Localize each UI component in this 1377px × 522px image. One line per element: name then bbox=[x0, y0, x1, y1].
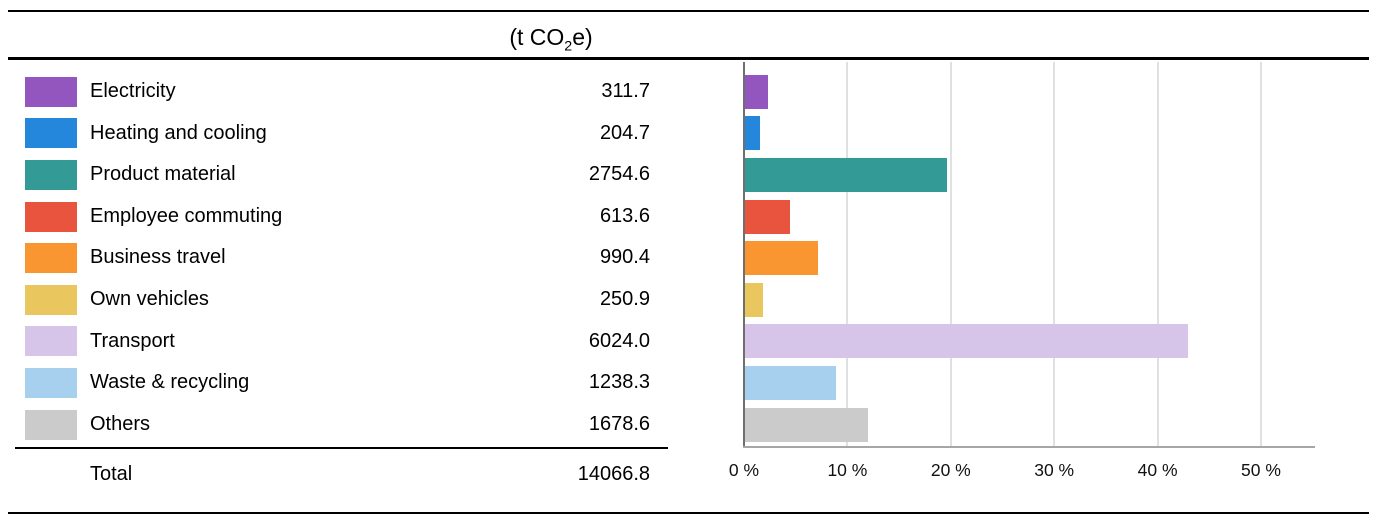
category-value: 2754.6 bbox=[588, 163, 650, 186]
category-label: Employee commuting bbox=[90, 204, 283, 227]
category-value: 613.6 bbox=[599, 204, 650, 227]
x-axis-tick-label: 50 % bbox=[1241, 460, 1281, 480]
table-row: Heating and cooling 204.7 bbox=[0, 113, 690, 155]
category-value: 990.4 bbox=[599, 246, 650, 269]
table-row: Own vehicles 250.9 bbox=[0, 279, 690, 321]
table-row: Product material 2754.6 bbox=[0, 154, 690, 196]
table-row: Electricity 311.7 bbox=[0, 71, 690, 113]
legend-color-swatch bbox=[25, 76, 77, 107]
bar-own-vehicles bbox=[745, 282, 764, 317]
y-axis-line bbox=[743, 62, 745, 447]
category-value: 6024.0 bbox=[588, 329, 650, 352]
table-row: Employee commuting 613.6 bbox=[0, 196, 690, 238]
category-value: 250.9 bbox=[599, 288, 650, 310]
legend-color-swatch bbox=[25, 284, 77, 315]
legend-color-swatch bbox=[25, 326, 77, 357]
bar-electricity bbox=[745, 74, 768, 109]
category-value: 1678.6 bbox=[588, 412, 650, 435]
bar-heating-and-cooling bbox=[745, 116, 761, 151]
category-label: Product material bbox=[90, 163, 236, 186]
x-axis-tick-label: 20 % bbox=[930, 460, 971, 480]
category-label: Waste & recycling bbox=[90, 371, 250, 394]
category-label: Electricity bbox=[90, 80, 176, 102]
gridline bbox=[1260, 62, 1262, 447]
table-row: Others 1678.6 bbox=[0, 404, 690, 446]
gridline bbox=[1053, 62, 1056, 447]
bar-others bbox=[745, 407, 869, 442]
bottom-border-line bbox=[8, 512, 1369, 514]
x-axis-tick-label: 30 % bbox=[1034, 460, 1075, 480]
category-label: Transport bbox=[90, 329, 175, 352]
x-axis-baseline bbox=[743, 446, 1315, 448]
legend-color-swatch bbox=[25, 367, 77, 398]
category-rows: Electricity 311.7 Heating and cooling 204.7… bbox=[0, 71, 690, 446]
bar-waste-recycling bbox=[745, 366, 837, 400]
table-row: Waste & recycling 1238.3 bbox=[0, 362, 690, 404]
legend-color-swatch bbox=[25, 409, 77, 440]
category-value: 1238.3 bbox=[588, 371, 650, 394]
unit-header-subscript: 2 bbox=[564, 38, 573, 55]
gridline bbox=[949, 62, 952, 447]
unit-header: (t CO2e) bbox=[421, 21, 681, 55]
legend-color-swatch bbox=[25, 201, 77, 232]
gridline bbox=[1156, 62, 1159, 447]
legend-color-swatch bbox=[25, 118, 77, 149]
category-label: Own vehicles bbox=[90, 288, 209, 310]
bar-transport bbox=[745, 324, 1188, 359]
table-row: Transport 6024.0 bbox=[0, 321, 690, 363]
gridline bbox=[846, 62, 849, 447]
unit-header-prefix: (t CO bbox=[509, 24, 565, 50]
total-row: Total 14066.8 bbox=[0, 451, 690, 497]
category-value: 204.7 bbox=[599, 121, 650, 144]
x-axis-tick-label: 40 % bbox=[1137, 460, 1178, 480]
table-row: Business travel 990.4 bbox=[0, 237, 690, 279]
category-label: Heating and cooling bbox=[90, 121, 267, 144]
bar-employee-commuting bbox=[745, 199, 791, 234]
bar-product-material bbox=[745, 158, 948, 192]
category-label: Business travel bbox=[90, 246, 226, 269]
total-separator-line bbox=[15, 447, 668, 449]
bar-business-travel bbox=[745, 241, 818, 276]
total-value: 14066.8 bbox=[577, 463, 650, 485]
total-label: Total bbox=[90, 463, 133, 485]
category-label: Others bbox=[90, 412, 151, 435]
top-border-line bbox=[8, 10, 1369, 12]
legend-color-swatch bbox=[25, 243, 77, 274]
category-value: 311.7 bbox=[601, 80, 650, 102]
x-axis-tick-label: 0 % bbox=[728, 460, 760, 480]
legend-color-swatch bbox=[25, 159, 77, 190]
header-separator-line bbox=[8, 57, 1369, 60]
unit-header-suffix: e) bbox=[572, 24, 593, 50]
x-axis-tick-label: 10 % bbox=[827, 460, 868, 480]
